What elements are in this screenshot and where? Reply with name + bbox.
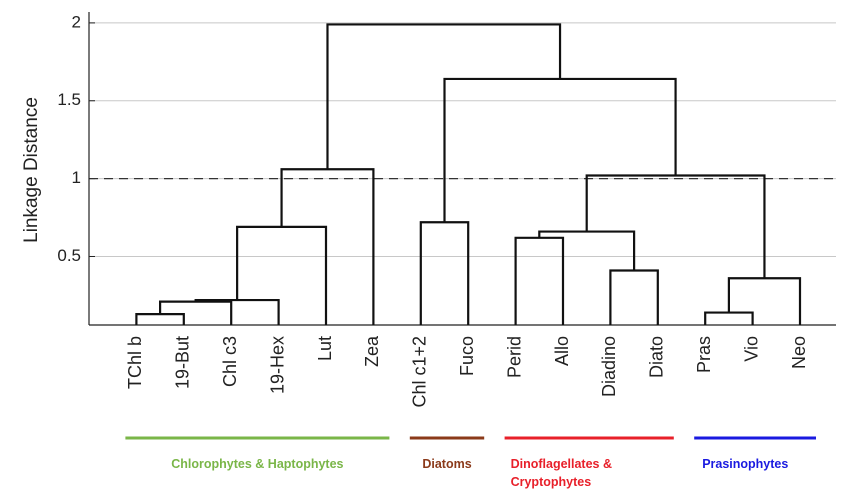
link xyxy=(704,311,754,325)
leaf-label: Diato xyxy=(647,336,667,378)
link xyxy=(514,236,565,325)
y-tick-label: 0.5 xyxy=(57,246,81,265)
leaf-label: Pras xyxy=(694,336,714,373)
group-label: Diatoms xyxy=(422,457,472,471)
y-tick-label: 1.5 xyxy=(57,90,81,109)
leaf-label: 19-But xyxy=(173,336,193,389)
y-tick-label: 1 xyxy=(72,168,81,187)
group-label: Dinoflagellates & Cryptophytes xyxy=(510,457,613,489)
leaf-label: Lut xyxy=(315,336,335,361)
leaf-label: Diadino xyxy=(599,336,619,397)
leaf-label: Neo xyxy=(789,336,809,369)
link xyxy=(419,221,470,325)
link xyxy=(135,312,185,325)
link xyxy=(194,298,280,325)
y-axis-label: Linkage Distance xyxy=(21,97,42,243)
leaf-label: 19-Hex xyxy=(267,336,287,394)
link xyxy=(280,168,375,325)
group-label: Prasinophytes xyxy=(702,457,789,471)
link xyxy=(236,225,328,325)
y-tick-label: 2 xyxy=(72,12,81,31)
link xyxy=(609,269,659,325)
link xyxy=(585,174,766,279)
link xyxy=(159,300,233,325)
leaf-label: Vio xyxy=(741,336,761,362)
leaf-label: Perid xyxy=(504,336,524,378)
leaf-label: Fuco xyxy=(457,336,477,376)
leaf-label: Chl c3 xyxy=(220,336,240,387)
leaf-label: Chl c1+2 xyxy=(410,336,430,408)
link xyxy=(727,277,802,325)
group-label: Chlorophytes & Haptophytes xyxy=(171,457,344,471)
leaf-label: Zea xyxy=(362,335,382,367)
link xyxy=(326,23,562,170)
leaf-label: TChl b xyxy=(125,336,145,389)
leaf-label: Allo xyxy=(552,336,572,366)
